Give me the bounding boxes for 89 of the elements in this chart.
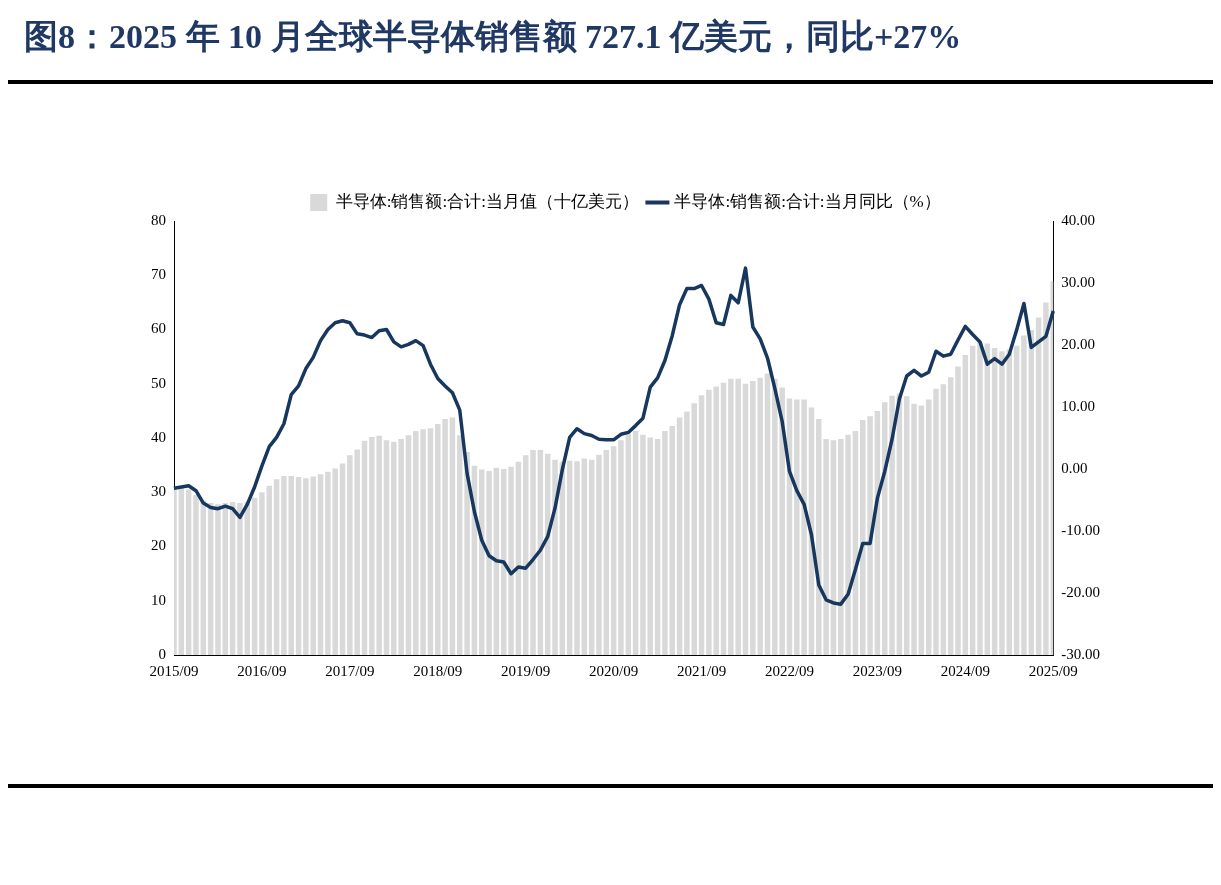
bar <box>1013 345 1020 655</box>
chart-title: 图8：2025 年 10 月全球半导体销售额 727.1 亿美元，同比+27% <box>23 17 963 57</box>
bar <box>625 433 632 655</box>
y2-tick-label: -30.00 <box>1061 645 1100 662</box>
bar <box>918 405 925 655</box>
y2-tick-label: 40.00 <box>1061 211 1095 228</box>
x-tick-label: 2015/09 <box>149 662 199 679</box>
bar <box>618 440 624 655</box>
y2-tick-label: 0.00 <box>1061 459 1088 476</box>
y-tick-label: 70 <box>151 266 166 283</box>
bar <box>185 489 192 655</box>
x-tick-label: 2021/09 <box>676 662 727 679</box>
bar <box>339 463 346 655</box>
y-tick-label: 40 <box>151 428 166 445</box>
bar <box>405 435 412 655</box>
bar <box>530 449 536 655</box>
bar <box>698 395 705 655</box>
x-tick-label: 2022/09 <box>764 662 815 679</box>
bar <box>947 377 954 655</box>
y-tick-label: 20 <box>151 537 166 554</box>
y-tick-label: 30 <box>151 483 166 500</box>
x-tick-label: 2023/09 <box>852 662 902 679</box>
bar <box>640 434 646 655</box>
bar <box>933 388 939 655</box>
bar <box>237 503 243 655</box>
bar <box>955 366 961 655</box>
x-tick-label: 2018/09 <box>413 662 463 679</box>
y-tick-label: 60 <box>151 320 166 337</box>
bar <box>178 487 185 655</box>
bar <box>588 459 595 655</box>
y-tick-label: 0 <box>158 645 166 662</box>
bar <box>383 440 390 655</box>
bar <box>867 416 873 655</box>
x-tick-label: 2020/09 <box>589 662 639 679</box>
bar <box>940 384 947 655</box>
bar <box>991 347 998 655</box>
x-tick-label: 2017/09 <box>325 662 375 679</box>
bar <box>251 497 258 655</box>
bar <box>215 504 221 655</box>
x-tick-label: 2016/09 <box>237 662 287 679</box>
y-tick-label: 50 <box>151 374 166 391</box>
bar <box>317 474 324 655</box>
bar <box>632 430 639 655</box>
bar <box>969 345 976 655</box>
y-tick-label: 10 <box>151 591 166 608</box>
bar <box>1021 335 1027 655</box>
y2-tick-label: 10.00 <box>1061 397 1095 414</box>
x-tick-label: 2025/09 <box>1028 662 1078 679</box>
bar <box>720 382 727 655</box>
bar <box>999 351 1005 655</box>
bar <box>647 437 654 655</box>
bar <box>911 403 917 655</box>
bar <box>654 439 661 655</box>
legend-label: 半导体:销售额:合计:当月值（十亿美元） <box>335 191 639 211</box>
bar <box>574 461 580 655</box>
bar <box>742 383 749 655</box>
bar <box>1043 302 1049 655</box>
bar <box>581 458 588 655</box>
bar <box>610 446 617 655</box>
bar <box>361 440 368 655</box>
bar <box>193 494 199 655</box>
x-tick-label: 2024/09 <box>940 662 990 679</box>
y2-tick-label: -10.00 <box>1061 521 1100 538</box>
bar <box>566 460 573 655</box>
y2-tick-label: 20.00 <box>1061 335 1095 352</box>
bar <box>676 417 683 655</box>
bar <box>977 342 983 655</box>
bar <box>596 454 602 655</box>
bar <box>449 417 456 655</box>
bar <box>764 373 771 655</box>
bar <box>552 459 558 655</box>
x-tick-label: 2019/09 <box>501 662 551 679</box>
bar <box>903 396 910 655</box>
bar <box>889 395 895 655</box>
bar <box>259 492 265 655</box>
bar <box>427 428 434 655</box>
bar <box>925 399 932 655</box>
bar <box>1035 317 1042 655</box>
bar <box>266 485 272 655</box>
y-tick-label: 80 <box>151 211 166 228</box>
bar <box>962 355 969 655</box>
bar <box>295 477 302 655</box>
bar <box>603 449 610 655</box>
y2-tick-label: 30.00 <box>1061 273 1095 290</box>
y2-tick-label: -20.00 <box>1061 583 1100 600</box>
bar <box>273 479 280 655</box>
bar <box>486 471 492 655</box>
legend-label: 半导体:销售额:合计:当月同比（%） <box>674 191 941 211</box>
bar <box>508 466 514 655</box>
